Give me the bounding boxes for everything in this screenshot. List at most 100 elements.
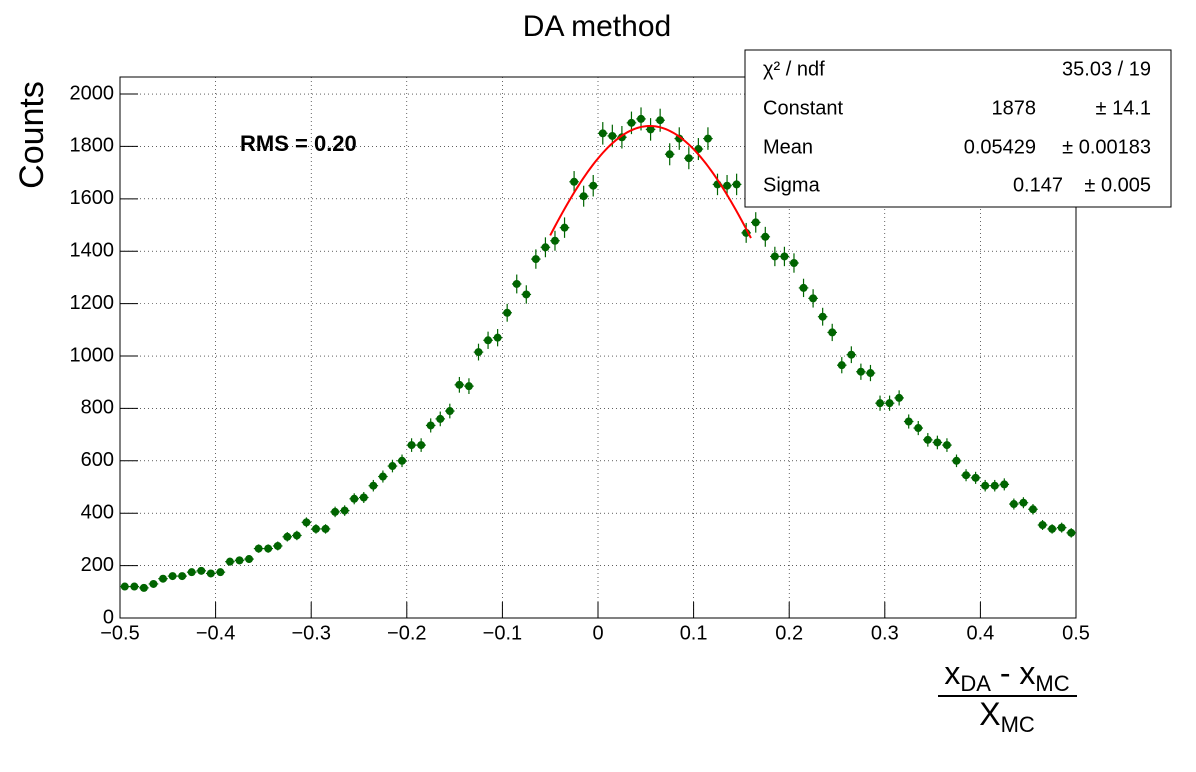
data-point	[120, 582, 129, 591]
data-point	[876, 399, 885, 408]
data-point	[321, 524, 330, 533]
data-point	[560, 223, 569, 232]
data-point	[866, 369, 875, 378]
plot-area: 0 200 400 600 800 1000 1200 1400 1600 1800 2000 −0.…	[70, 76, 1090, 644]
data-point	[512, 279, 521, 288]
data-point	[359, 493, 368, 502]
data-point	[474, 348, 483, 357]
stat-label: Mean	[763, 136, 813, 158]
x-tick-label: 0.4	[966, 622, 994, 644]
stat-value: 0.05429	[964, 136, 1036, 158]
data-point	[503, 308, 512, 317]
data-point	[990, 481, 999, 490]
x-label-part: x	[944, 655, 960, 691]
data-point	[254, 544, 263, 553]
data-point	[493, 333, 502, 342]
data-point	[378, 472, 387, 481]
data-point	[665, 150, 674, 159]
data-point	[637, 114, 646, 123]
data-point	[608, 131, 617, 140]
y-tick-label: 1800	[70, 135, 115, 157]
data-point	[675, 134, 684, 143]
x-label-part: DA	[960, 671, 991, 696]
data-point	[837, 361, 846, 370]
data-point	[484, 336, 493, 345]
y-tick-label: 0	[103, 606, 114, 628]
data-point	[311, 524, 320, 533]
x-axis-label-denominator: XMC	[979, 696, 1035, 736]
x-tick-label: 0.2	[775, 622, 803, 644]
y-tick-label: 1400	[70, 240, 115, 262]
data-point	[445, 407, 454, 416]
data-point	[436, 414, 445, 423]
data-point	[656, 116, 665, 125]
data-point	[1048, 524, 1057, 533]
x-tick-label: −0.4	[196, 622, 235, 644]
data-point	[1009, 500, 1018, 509]
data-point	[971, 473, 980, 482]
data-point	[130, 582, 139, 591]
data-point	[818, 312, 827, 321]
data-point	[187, 568, 196, 577]
data-point	[283, 532, 292, 541]
data-point	[933, 438, 942, 447]
data-point	[923, 435, 932, 444]
data-point	[168, 572, 177, 581]
data-point	[273, 541, 282, 550]
data-point	[292, 531, 301, 540]
y-tick-label: 800	[81, 397, 114, 419]
data-point	[302, 518, 311, 527]
data-point	[522, 290, 531, 299]
data-point	[178, 572, 187, 581]
stat-error: ± 0.00183	[1062, 136, 1151, 158]
stat-error: ± 0.005	[1084, 174, 1151, 196]
data-point	[1028, 505, 1037, 514]
fit-curve	[549, 124, 752, 239]
data-point	[751, 218, 760, 227]
data-point	[1000, 480, 1009, 489]
stats-box: χ² / ndf 35.03 / 19 Constant 1878 ± 14.1…	[744, 49, 1172, 208]
data-point	[407, 441, 416, 450]
data-point	[847, 350, 856, 359]
data-point	[770, 252, 779, 261]
y-tick-label: 1600	[70, 187, 115, 209]
x-tick-label: −0.5	[100, 622, 139, 644]
stat-label: Constant	[763, 97, 843, 119]
x-label-part: MC	[1035, 671, 1069, 696]
x-tick-label: −0.1	[483, 622, 522, 644]
stats-frame	[744, 49, 1172, 208]
x-tick-label: 0	[592, 622, 603, 644]
data-point	[550, 236, 559, 245]
data-point	[369, 481, 378, 490]
data-point	[206, 569, 215, 578]
y-tick-label: 1200	[70, 292, 115, 314]
plot-frame	[119, 76, 1077, 619]
data-point	[952, 456, 961, 465]
data-point	[264, 544, 273, 553]
data-point	[1038, 520, 1047, 529]
data-point	[245, 555, 254, 564]
data-point	[1019, 498, 1028, 507]
data-point	[723, 181, 732, 190]
data-point	[455, 380, 464, 389]
data-point	[426, 421, 435, 430]
data-point	[684, 154, 693, 163]
data-point	[799, 283, 808, 292]
data-point	[139, 583, 148, 592]
x-tick-label: −0.2	[387, 622, 426, 644]
data-point	[331, 507, 340, 516]
data-point	[942, 441, 951, 450]
stat-value: 1878	[992, 97, 1037, 119]
x-tick-label: −0.3	[291, 622, 330, 644]
x-tick-label: 0.3	[871, 622, 899, 644]
x-tick-label: 0.1	[680, 622, 708, 644]
data-point	[780, 252, 789, 261]
x-label-part: - x	[991, 655, 1035, 691]
stat-error: ± 14.1	[1096, 97, 1151, 119]
data-point	[828, 328, 837, 337]
data-point	[579, 192, 588, 201]
data-point	[340, 506, 349, 515]
y-tick-label: 400	[81, 501, 114, 523]
data-point	[981, 481, 990, 490]
